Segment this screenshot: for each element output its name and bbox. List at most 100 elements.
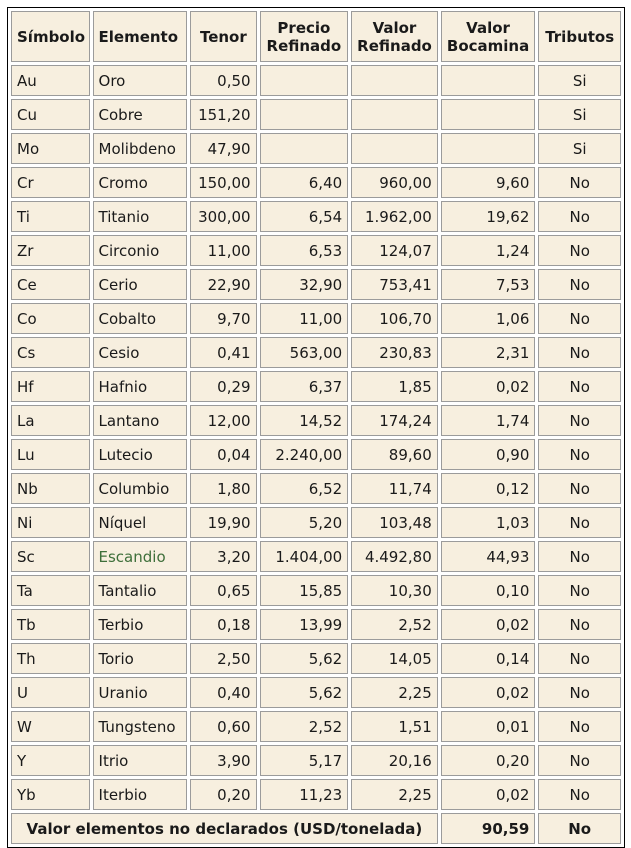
cell-tributos: No — [538, 473, 621, 504]
table-row: W Tungsteno 0,60 2,52 1,51 0,01 No — [11, 711, 621, 742]
table-row: La Lantano 12,00 14,52 174,24 1,74 No — [11, 405, 621, 436]
cell-valor-refinado: 2,25 — [351, 677, 438, 708]
cell-tributos: No — [538, 167, 621, 198]
cell-symbol: Ti — [11, 201, 90, 232]
cell-precio-refinado: 1.404,00 — [259, 541, 349, 572]
cell-precio-refinado: 32,90 — [259, 269, 349, 300]
cell-tenor: 11,00 — [190, 235, 257, 266]
cell-element-name: Circonio — [92, 235, 188, 266]
cell-tenor: 9,70 — [190, 303, 257, 334]
table-row: Yb Iterbio 0,20 11,23 2,25 0,02 No — [11, 779, 621, 810]
cell-valor-refinado: 753,41 — [351, 269, 438, 300]
cell-valor-bocamina: 1,74 — [440, 405, 536, 436]
cell-valor-bocamina: 0,01 — [440, 711, 536, 742]
cell-valor-refinado: 1,85 — [351, 371, 438, 402]
cell-precio-refinado — [259, 65, 349, 96]
cell-tenor: 3,20 — [190, 541, 257, 572]
cell-tenor: 47,90 — [190, 133, 257, 164]
cell-symbol: Th — [11, 643, 90, 674]
cell-symbol: Hf — [11, 371, 90, 402]
table-row: Ce Cerio 22,90 32,90 753,41 7,53 No — [11, 269, 621, 300]
cell-symbol: Cu — [11, 99, 90, 130]
cell-tributos: No — [538, 745, 621, 776]
cell-valor-bocamina: 0,10 — [440, 575, 536, 606]
cell-tributos: No — [538, 439, 621, 470]
cell-tributos: No — [538, 201, 621, 232]
cell-symbol: Lu — [11, 439, 90, 470]
cell-tenor: 0,41 — [190, 337, 257, 368]
cell-symbol: Ni — [11, 507, 90, 538]
cell-tenor: 0,20 — [190, 779, 257, 810]
cell-valor-bocamina: 0,14 — [440, 643, 536, 674]
header-tributos: Tributos — [538, 11, 621, 62]
cell-element-name: Cobalto — [92, 303, 188, 334]
table-row: Zr Circonio 11,00 6,53 124,07 1,24 No — [11, 235, 621, 266]
cell-symbol: Sc — [11, 541, 90, 572]
cell-valor-refinado: 4.492,80 — [351, 541, 438, 572]
cell-precio-refinado: 13,99 — [259, 609, 349, 640]
cell-tenor: 151,20 — [190, 99, 257, 130]
cell-tenor: 0,65 — [190, 575, 257, 606]
cell-element-name: Tungsteno — [92, 711, 188, 742]
cell-precio-refinado: 563,00 — [259, 337, 349, 368]
table-row: Mo Molibdeno 47,90 Si — [11, 133, 621, 164]
cell-element-name: Lutecio — [92, 439, 188, 470]
cell-element-name: Molibdeno — [92, 133, 188, 164]
cell-element-name: Torio — [92, 643, 188, 674]
cell-tributos: Si — [538, 99, 621, 130]
table-row: Nb Columbio 1,80 6,52 11,74 0,12 No — [11, 473, 621, 504]
cell-symbol: Yb — [11, 779, 90, 810]
cell-tenor: 0,50 — [190, 65, 257, 96]
cell-valor-bocamina: 0,02 — [440, 609, 536, 640]
cell-element-name: Cromo — [92, 167, 188, 198]
cell-valor-bocamina — [440, 133, 536, 164]
cell-valor-bocamina: 0,90 — [440, 439, 536, 470]
cell-tributos: No — [538, 269, 621, 300]
cell-valor-refinado: 2,52 — [351, 609, 438, 640]
footer-label: Valor elementos no declarados (USD/tonel… — [11, 813, 438, 844]
cell-valor-refinado: 1,51 — [351, 711, 438, 742]
header-precio-refinado: Precio Refinado — [259, 11, 349, 62]
cell-precio-refinado: 6,54 — [259, 201, 349, 232]
table-row: Cs Cesio 0,41 563,00 230,83 2,31 No — [11, 337, 621, 368]
cell-precio-refinado: 6,53 — [259, 235, 349, 266]
table-row: U Uranio 0,40 5,62 2,25 0,02 No — [11, 677, 621, 708]
cell-tenor: 3,90 — [190, 745, 257, 776]
table-row: Th Torio 2,50 5,62 14,05 0,14 No — [11, 643, 621, 674]
table-row: Sc Escandio 3,20 1.404,00 4.492,80 44,93 No — [11, 541, 621, 572]
cell-symbol: Ce — [11, 269, 90, 300]
cell-element-name: Titanio — [92, 201, 188, 232]
cell-valor-bocamina: 0,20 — [440, 745, 536, 776]
cell-precio-refinado — [259, 99, 349, 130]
cell-valor-bocamina: 44,93 — [440, 541, 536, 572]
cell-valor-refinado: 89,60 — [351, 439, 438, 470]
cell-tenor: 0,60 — [190, 711, 257, 742]
header-valor-bocamina: Valor Bocamina — [440, 11, 536, 62]
table-row: Ti Titanio 300,00 6,54 1.962,00 19,62 No — [11, 201, 621, 232]
cell-valor-refinado — [351, 133, 438, 164]
cell-valor-bocamina: 0,12 — [440, 473, 536, 504]
cell-valor-refinado: 10,30 — [351, 575, 438, 606]
cell-precio-refinado: 6,52 — [259, 473, 349, 504]
cell-precio-refinado: 11,23 — [259, 779, 349, 810]
footer-tributos: No — [538, 813, 621, 844]
table-row: Hf Hafnio 0,29 6,37 1,85 0,02 No — [11, 371, 621, 402]
element-link[interactable]: Escandio — [92, 541, 188, 572]
cell-tributos: No — [538, 609, 621, 640]
header-simbolo: Símbolo — [11, 11, 90, 62]
cell-valor-bocamina: 2,31 — [440, 337, 536, 368]
cell-element-name: Lantano — [92, 405, 188, 436]
cell-tenor: 0,29 — [190, 371, 257, 402]
cell-valor-refinado: 174,24 — [351, 405, 438, 436]
cell-valor-refinado: 230,83 — [351, 337, 438, 368]
cell-element-name: Columbio — [92, 473, 188, 504]
cell-tenor: 19,90 — [190, 507, 257, 538]
cell-valor-bocamina — [440, 99, 536, 130]
cell-tenor: 0,40 — [190, 677, 257, 708]
cell-tributos: No — [538, 575, 621, 606]
cell-symbol: Tb — [11, 609, 90, 640]
cell-tributos: No — [538, 677, 621, 708]
cell-valor-refinado — [351, 65, 438, 96]
footer-row: Valor elementos no declarados (USD/tonel… — [11, 813, 621, 844]
cell-element-name: Cobre — [92, 99, 188, 130]
